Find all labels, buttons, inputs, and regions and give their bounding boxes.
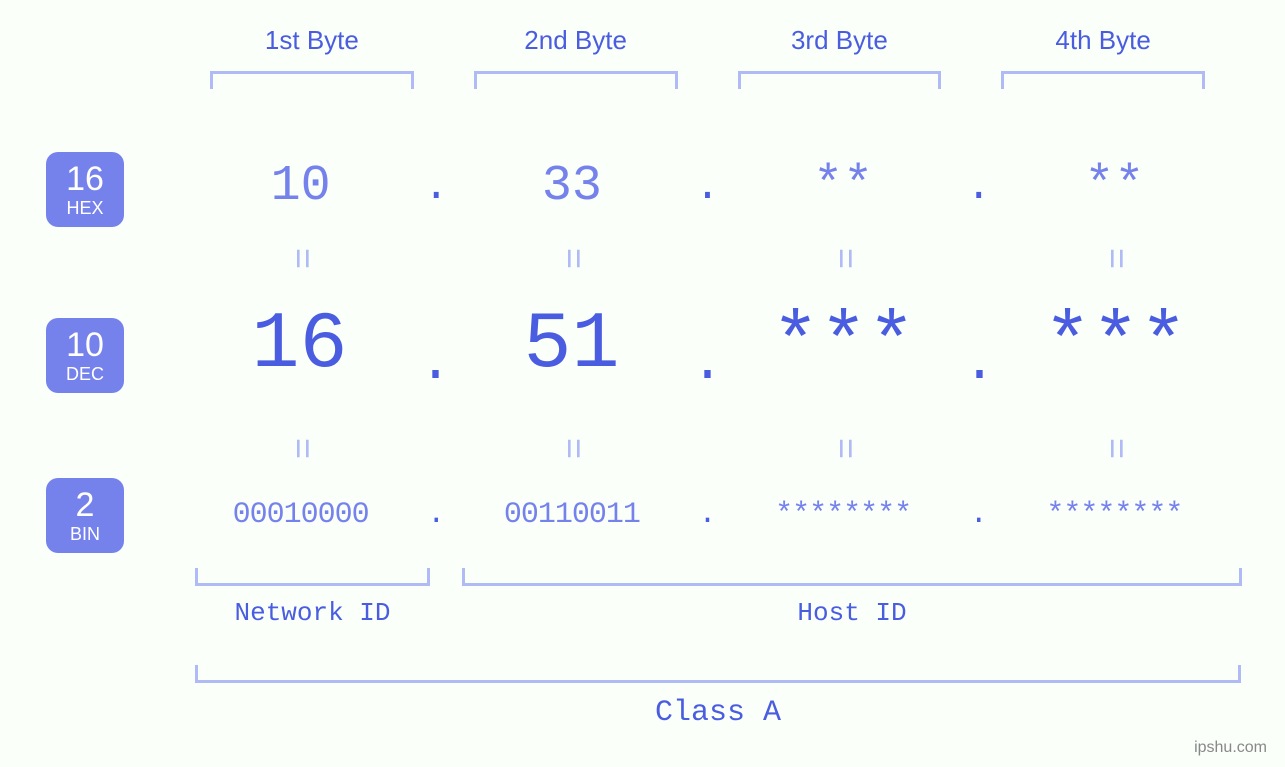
- bin-b3: ********: [723, 498, 964, 532]
- bin-b4: ********: [994, 498, 1235, 532]
- hex-badge-label: HEX: [46, 198, 124, 219]
- hex-dot-3: .: [964, 163, 994, 211]
- bin-badge-label: BIN: [46, 524, 124, 545]
- byte-header-2-bracket: [474, 71, 678, 89]
- dec-badge-label: DEC: [46, 364, 124, 385]
- bin-b2: 00110011: [451, 498, 692, 532]
- host-id-bracket: [462, 568, 1242, 586]
- byte-header-2: 2nd Byte: [444, 25, 708, 89]
- class-label: Class A: [195, 696, 1241, 730]
- byte-header-1-label: 1st Byte: [180, 25, 444, 56]
- eq2-2: =: [551, 328, 592, 569]
- eq2-1: =: [280, 328, 321, 569]
- byte-header-3: 3rd Byte: [708, 25, 972, 89]
- class-bracket: [195, 665, 1241, 683]
- network-id-label: Network ID: [195, 598, 430, 628]
- bin-b1: 00010000: [180, 498, 421, 532]
- bin-badge-num: 2: [46, 488, 124, 522]
- byte-header-4-label: 4th Byte: [971, 25, 1235, 56]
- hex-badge: 16 HEX: [46, 152, 124, 227]
- dec-row: 16 . 51 . *** . ***: [180, 300, 1235, 391]
- byte-header-1-bracket: [210, 71, 414, 89]
- ip-diagram: 1st Byte 2nd Byte 3rd Byte 4th Byte 16 H…: [0, 0, 1285, 767]
- byte-header-4-bracket: [1001, 71, 1205, 89]
- eq2-4: =: [1094, 328, 1135, 569]
- hex-dot-1: .: [421, 163, 451, 211]
- equals-row-2: = . = . = . =: [180, 428, 1235, 469]
- watermark: ipshu.com: [1194, 739, 1267, 757]
- byte-header-4: 4th Byte: [971, 25, 1235, 89]
- hex-row: 10 . 33 . ** . **: [180, 158, 1235, 215]
- dec-badge-num: 10: [46, 328, 124, 362]
- byte-header-3-label: 3rd Byte: [708, 25, 972, 56]
- equals-row-1: = . = . = . =: [180, 238, 1235, 279]
- bin-dot-2: .: [693, 498, 723, 532]
- dec-dot-1: .: [419, 332, 452, 395]
- host-id-label: Host ID: [462, 598, 1242, 628]
- bin-badge: 2 BIN: [46, 478, 124, 553]
- bin-dot-1: .: [421, 498, 451, 532]
- dec-dot-3: .: [963, 332, 996, 395]
- hex-badge-num: 16: [46, 162, 124, 196]
- hex-dot-2: .: [693, 163, 723, 211]
- dec-dot-2: .: [691, 332, 724, 395]
- bin-dot-3: .: [964, 498, 994, 532]
- bin-row: 00010000 . 00110011 . ******** . *******…: [180, 498, 1235, 532]
- byte-headers-row: 1st Byte 2nd Byte 3rd Byte 4th Byte: [180, 25, 1235, 89]
- byte-header-3-bracket: [738, 71, 942, 89]
- eq2-3: =: [823, 328, 864, 569]
- dec-badge: 10 DEC: [46, 318, 124, 393]
- network-id-bracket: [195, 568, 430, 586]
- byte-header-1: 1st Byte: [180, 25, 444, 89]
- byte-header-2-label: 2nd Byte: [444, 25, 708, 56]
